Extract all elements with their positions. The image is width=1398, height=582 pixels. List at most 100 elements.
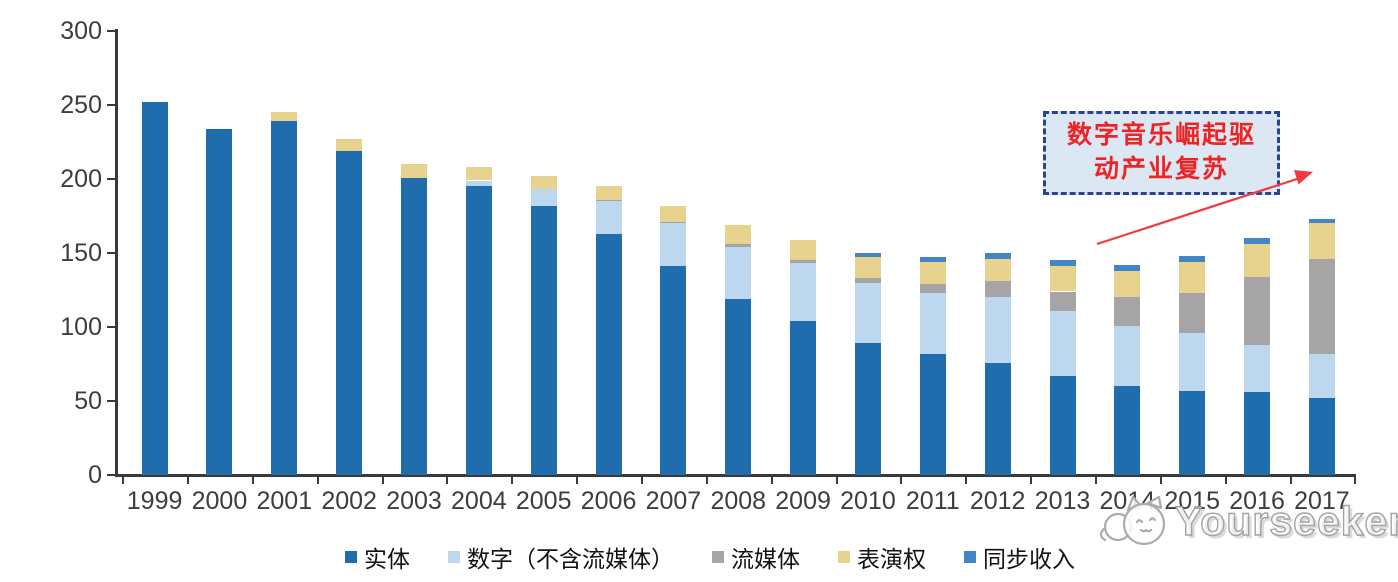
legend-swatch [712, 551, 724, 563]
y-tick-label: 300 [60, 17, 102, 45]
y-tick-label: 200 [60, 165, 102, 193]
bar-2005 [530, 31, 557, 475]
bar-segment-2014 [1114, 297, 1141, 326]
bar-segment-2006 [595, 186, 622, 200]
x-tick-mark [641, 477, 643, 484]
bar-segment-2010 [854, 278, 881, 283]
bar-segment-2005 [530, 205, 557, 475]
bar-2015 [1179, 31, 1206, 475]
bar-segment-2010 [854, 282, 881, 344]
x-tick-mark [446, 477, 449, 484]
y-tick-mark [107, 30, 115, 32]
bar-2013 [1049, 31, 1076, 475]
bar-segment-2007 [660, 221, 687, 224]
bar-segment-2011 [919, 353, 946, 475]
y-tick-mark [107, 400, 115, 402]
x-tick-mark [511, 477, 514, 484]
bar-segment-2007 [660, 223, 687, 267]
bar-segment-2009 [790, 321, 817, 475]
y-tick-mark [107, 252, 115, 254]
bar-segment-2005 [530, 189, 557, 206]
y-tick-mark [107, 178, 115, 180]
bar-segment-2011 [919, 261, 946, 285]
bar-2004 [465, 31, 492, 475]
bar-segment-2000 [206, 128, 233, 475]
bar-segment-2014 [1114, 386, 1141, 475]
bar-2008 [725, 31, 752, 475]
bar-segment-2013 [1049, 291, 1076, 311]
legend-label: 同步收入 [983, 547, 1075, 572]
bar-segment-2001 [271, 121, 298, 475]
bar-segment-2016 [1244, 276, 1271, 345]
bar-segment-2012 [984, 253, 1011, 259]
x-tick-label: 2017 [1294, 487, 1350, 515]
bar-segment-2017 [1308, 398, 1335, 475]
x-tick-label: 2010 [840, 487, 896, 515]
y-axis-line [115, 29, 118, 476]
bar-segment-2015 [1179, 255, 1206, 262]
bar-segment-2010 [854, 343, 881, 475]
bar-2016 [1244, 31, 1271, 475]
y-tick-label: 50 [74, 387, 102, 415]
x-tick-label: 2012 [969, 487, 1026, 515]
x-tick-label: 2003 [386, 487, 442, 515]
bar-segment-2006 [595, 199, 622, 202]
legend-swatch [838, 551, 850, 563]
bar-segment-2016 [1244, 344, 1271, 393]
legend-label: 流媒体 [731, 547, 800, 572]
bar-segment-2014 [1114, 325, 1141, 387]
x-axis-line [115, 474, 1356, 477]
annotation-text-line1: 数字音乐崛起驱 [1066, 122, 1256, 149]
bar-segment-2011 [919, 292, 946, 354]
legend-item: 表演权 [838, 540, 926, 574]
x-tick-mark [316, 477, 319, 484]
bar-segment-2016 [1244, 392, 1271, 475]
x-tick-mark [1224, 477, 1227, 484]
bar-segment-2004 [465, 186, 492, 475]
x-tick-label: 2009 [775, 487, 831, 515]
bar-segment-2014 [1114, 270, 1141, 298]
bar-segment-2004 [465, 167, 492, 181]
y-tick-label: 250 [60, 91, 102, 119]
bar-segment-2004 [465, 180, 492, 187]
bar-2007 [660, 31, 687, 475]
bar-segment-2015 [1179, 390, 1206, 475]
bar-segment-2002 [336, 139, 363, 151]
x-tick-mark [705, 477, 708, 484]
x-tick-mark [381, 477, 384, 484]
bar-segment-2012 [984, 297, 1011, 363]
x-tick-mark [1094, 477, 1097, 484]
y-tick-label: 100 [60, 313, 102, 341]
bar-2009 [790, 31, 817, 475]
bar-segment-2012 [984, 258, 1011, 282]
x-tick-label: 2007 [645, 487, 702, 515]
bar-segment-2016 [1244, 238, 1271, 245]
legend-swatch [448, 551, 460, 563]
legend-swatch [964, 551, 976, 563]
bar-2003 [401, 31, 427, 475]
x-tick-mark [1289, 477, 1292, 484]
bar-2012 [984, 31, 1011, 475]
bar-segment-2015 [1179, 292, 1206, 333]
bar-segment-2013 [1049, 260, 1076, 267]
bar-2006 [595, 31, 622, 475]
bar-2014 [1114, 31, 1141, 475]
bar-segment-2001 [271, 112, 298, 122]
bar-segment-2010 [854, 257, 881, 279]
x-tick-label: 2016 [1229, 487, 1285, 515]
bar-segment-2017 [1308, 218, 1335, 224]
bar-segment-2013 [1049, 310, 1076, 376]
bar-segment-2017 [1308, 258, 1335, 354]
x-tick-label: 2015 [1164, 487, 1220, 515]
legend-label: 实体 [364, 547, 410, 572]
watermark: Yourseeker [1095, 492, 1398, 554]
x-tick-label: 2004 [451, 487, 507, 515]
bar-2000 [206, 31, 233, 475]
bar-segment-2017 [1308, 223, 1335, 259]
x-tick-label: 2008 [710, 487, 767, 515]
x-tick-label: 2000 [191, 487, 248, 515]
x-tick-label: 2005 [515, 487, 572, 515]
bar-segment-2017 [1308, 353, 1335, 399]
bar-2001 [271, 31, 298, 475]
bar-segment-2015 [1179, 261, 1206, 293]
